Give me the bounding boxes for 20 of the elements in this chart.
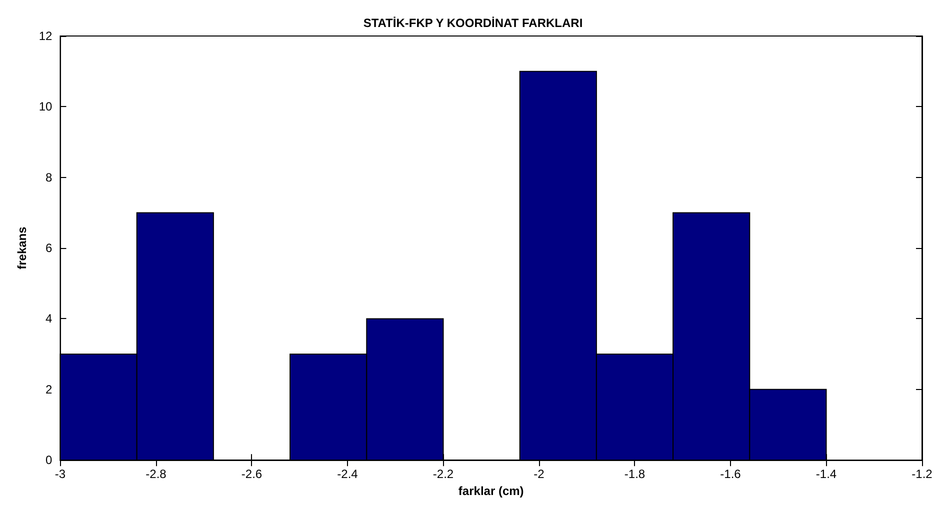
x-tick-label: -1.2 <box>912 467 933 482</box>
chart-title: STATİK-FKP Y KOORDİNAT FARKLARI <box>363 16 583 30</box>
y-tick-label: 4 <box>46 312 53 326</box>
x-tick-label: -2.2 <box>432 467 454 482</box>
x-tick-label: -1.6 <box>720 467 742 482</box>
x-tick-label: -1.4 <box>816 467 837 482</box>
x-tick-label: -2.4 <box>337 467 358 482</box>
x-tick-label: -3 <box>54 467 66 482</box>
x-tick-label: -1.8 <box>624 467 646 482</box>
x-axis-title: farklar (cm) <box>458 484 524 498</box>
y-tick-label: 6 <box>46 241 53 256</box>
y-tick-label: 10 <box>38 100 53 114</box>
y-tick-label: 0 <box>46 453 53 468</box>
x-tick-label: -2 <box>534 467 545 482</box>
x-tick-label: -2.6 <box>241 467 262 482</box>
y-axis-title: frekans <box>15 226 29 270</box>
x-tick-label: -2.8 <box>146 467 167 482</box>
y-tick-label: 12 <box>38 29 53 43</box>
y-tick-label: 2 <box>46 382 53 396</box>
y-tick-label: 8 <box>46 170 53 184</box>
